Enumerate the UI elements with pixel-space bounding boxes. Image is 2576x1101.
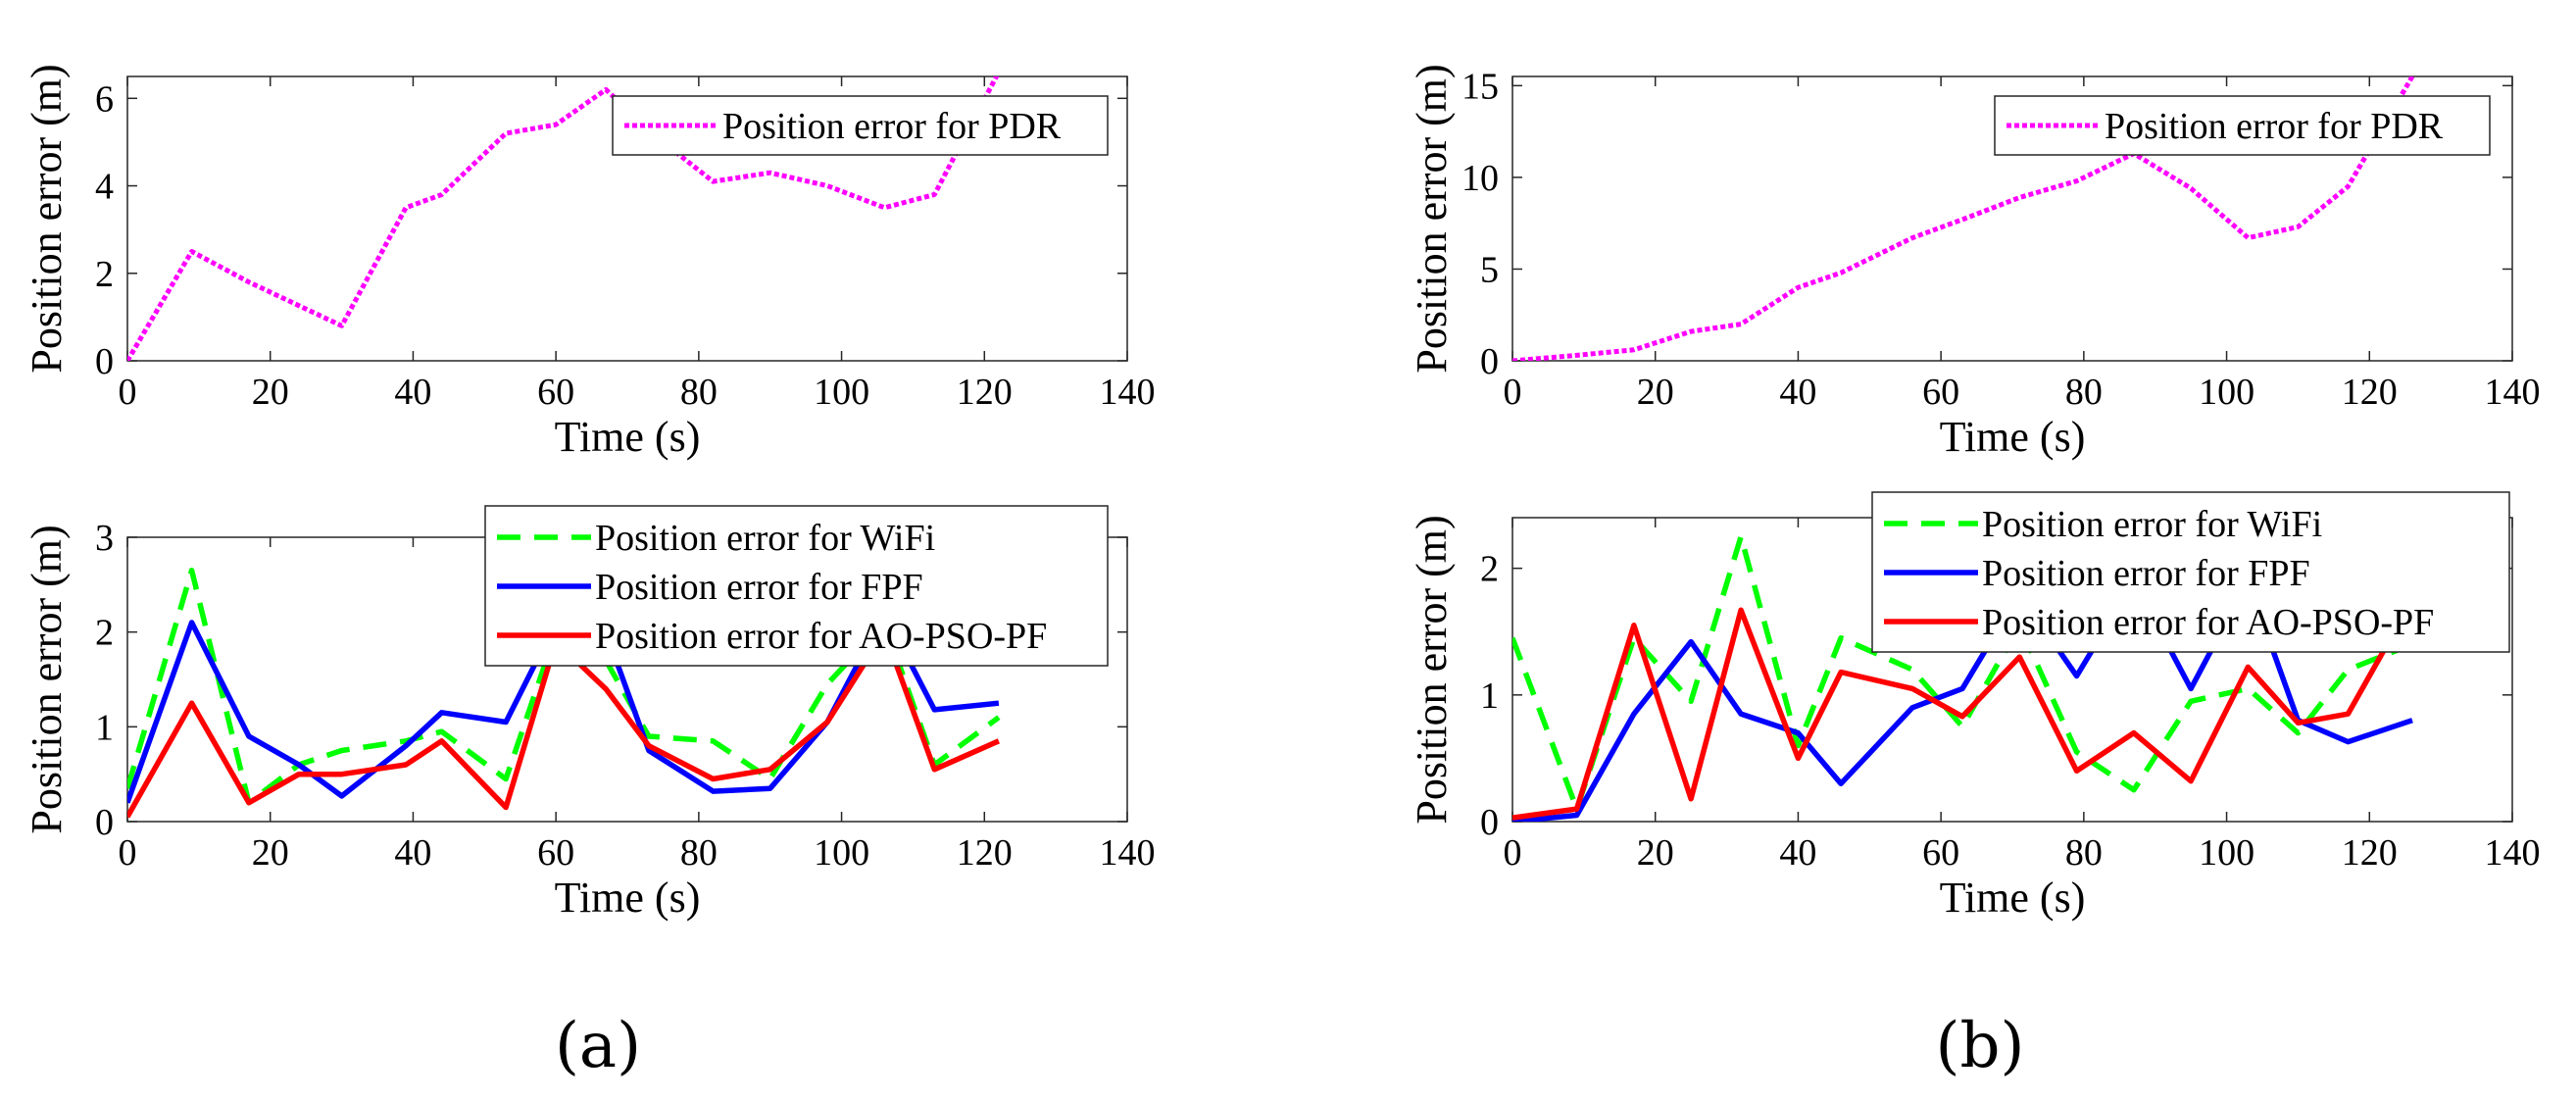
x-tick-label: 100 xyxy=(2199,832,2254,874)
y-tick-label: 2 xyxy=(1480,549,1499,590)
x-tick-label: 0 xyxy=(1504,372,1522,413)
y-tick-label: 0 xyxy=(95,802,114,843)
chart-0: 0 20 40 60 80 100 120 140 0 2 4 6 Time (s) Position e… xyxy=(23,64,1156,461)
x-tick-label: 140 xyxy=(1100,832,1156,874)
x-tick-label: 60 xyxy=(1922,832,1959,874)
series-line-wifi xyxy=(1512,533,2414,812)
legend: Position error for PDR xyxy=(1994,95,2491,156)
y-tick-label: 0 xyxy=(95,341,114,382)
x-tick-label: 20 xyxy=(252,372,289,413)
x-tick-label: 140 xyxy=(1100,372,1156,413)
x-axis-label: Time (s) xyxy=(1940,874,2086,922)
x-tick-label: 120 xyxy=(957,372,1013,413)
y-tick-label: 5 xyxy=(1480,249,1499,290)
x-tick-label: 120 xyxy=(2342,372,2398,413)
x-tick-label: 140 xyxy=(2485,832,2541,874)
legend: Position error for PDR xyxy=(612,95,1109,156)
y-axis-label: Position error (m) xyxy=(1408,64,1456,373)
x-tick-label: 60 xyxy=(537,832,574,874)
x-tick-label: 80 xyxy=(2065,372,2103,413)
legend-label: Position error for PDR xyxy=(722,106,1062,147)
x-tick-label: 120 xyxy=(2342,832,2398,874)
x-tick-label: 20 xyxy=(1637,372,1674,413)
legend-label: Position error for PDR xyxy=(2105,106,2444,147)
x-axis-label: Time (s) xyxy=(555,874,701,922)
y-tick-label: 6 xyxy=(95,78,114,120)
x-tick-label: 0 xyxy=(1504,832,1522,874)
x-tick-label: 40 xyxy=(1779,832,1816,874)
x-tick-label: 20 xyxy=(1637,832,1674,874)
legend-label: Position error for AO-PSO-PF xyxy=(1982,602,2434,643)
x-tick-label: 40 xyxy=(1779,372,1816,413)
x-tick-label: 80 xyxy=(680,832,718,874)
chart-2: 0 20 40 60 80 100 120 140 0 5 10 15 Time (s) Position… xyxy=(1408,64,2541,461)
x-tick-label: 120 xyxy=(957,832,1013,874)
x-tick-label: 0 xyxy=(119,832,137,874)
legend: Position error for WiFi Position error fo… xyxy=(1871,491,2510,653)
y-axis-label: Position error (m) xyxy=(23,525,71,833)
legend-label: Position error for WiFi xyxy=(595,518,935,559)
x-axis-label: Time (s) xyxy=(555,413,701,461)
x-tick-label: 100 xyxy=(814,372,869,413)
legend-label: Position error for FPF xyxy=(1982,553,2310,594)
series-line-pdr xyxy=(127,76,1000,361)
x-tick-label: 20 xyxy=(252,832,289,874)
series-line-ao-pso-pf xyxy=(1512,598,2415,821)
x-tick-label: 80 xyxy=(2065,832,2103,874)
legend-label: Position error for WiFi xyxy=(1982,504,2322,545)
y-tick-label: 10 xyxy=(1461,158,1499,199)
legend-box xyxy=(1871,491,2510,653)
x-tick-label: 100 xyxy=(814,832,869,874)
series-line-pdr xyxy=(1512,76,2415,361)
y-tick-label: 2 xyxy=(95,254,114,295)
x-tick-label: 0 xyxy=(119,372,137,413)
x-tick-label: 60 xyxy=(537,372,574,413)
y-tick-label: 4 xyxy=(95,167,114,208)
y-tick-label: 2 xyxy=(95,613,114,654)
chart-1: 0 20 40 60 80 100 120 140 0 1 2 3 Time (s) Position e… xyxy=(23,505,1156,922)
y-tick-label: 15 xyxy=(1461,66,1499,107)
x-axis-label: Time (s) xyxy=(1940,413,2086,461)
panel-label-b: (b) xyxy=(1936,1010,2025,1082)
y-axis-label: Position error (m) xyxy=(23,64,71,373)
panel-label-a: (a) xyxy=(555,1010,641,1082)
y-tick-label: 1 xyxy=(95,707,114,748)
x-tick-label: 40 xyxy=(394,832,431,874)
x-tick-label: 100 xyxy=(2199,372,2254,413)
y-axis-label: Position error (m) xyxy=(1408,515,1456,824)
chart-3: 0 20 40 60 80 100 120 140 0 1 2 Time (s) Position er… xyxy=(1408,491,2541,922)
x-tick-label: 140 xyxy=(2485,372,2541,413)
legend: Position error for WiFi Position error fo… xyxy=(484,505,1109,667)
legend-box xyxy=(612,95,1109,156)
y-tick-label: 1 xyxy=(1480,676,1499,717)
y-tick-label: 3 xyxy=(95,518,114,559)
x-tick-label: 60 xyxy=(1922,372,1959,413)
legend-label: Position error for AO-PSO-PF xyxy=(595,616,1047,657)
y-tick-label: 0 xyxy=(1480,802,1499,843)
legend-label: Position error for FPF xyxy=(595,567,923,608)
y-tick-label: 0 xyxy=(1480,341,1499,382)
x-tick-label: 80 xyxy=(680,372,718,413)
x-tick-label: 40 xyxy=(394,372,431,413)
